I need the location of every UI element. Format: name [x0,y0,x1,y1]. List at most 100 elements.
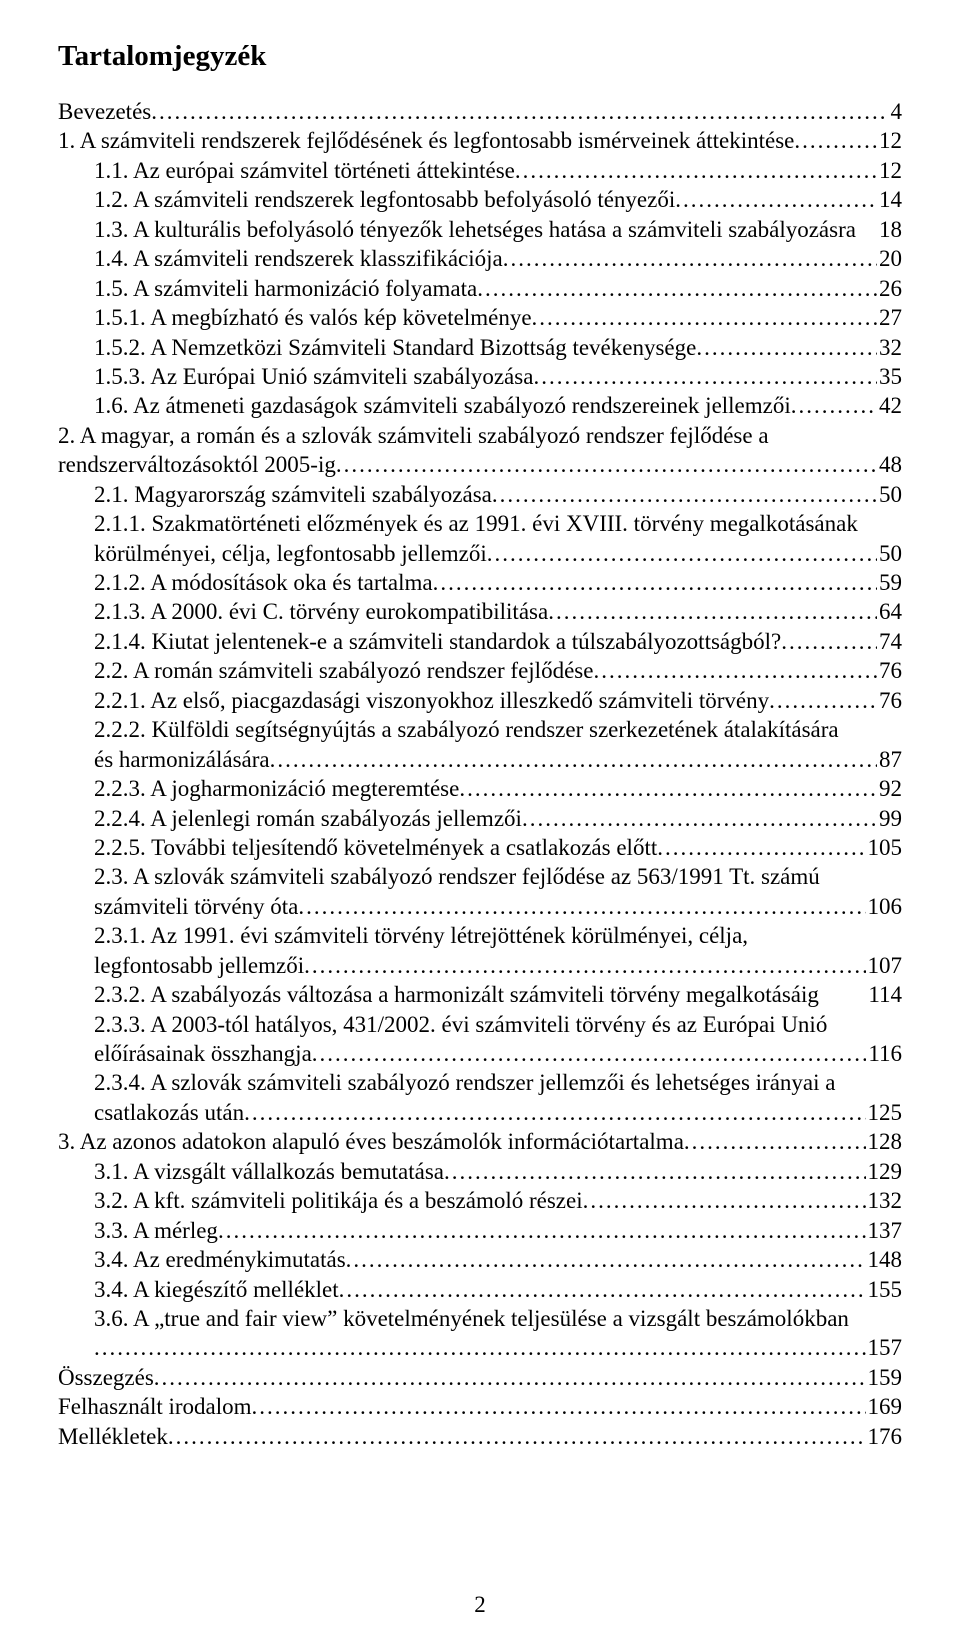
toc-entry: 2.3.2. A szabályozás változása a harmoni… [58,980,902,1009]
toc-entry-text: 2. A magyar, a román és a szlovák számvi… [58,421,902,450]
toc-leader-dots [503,244,877,273]
toc-entry-text: 2.1.3. A 2000. évi C. törvény eurokompat… [94,597,548,626]
toc-entry-page: 169 [866,1392,903,1421]
toc-entry-page: 128 [866,1127,903,1156]
toc-entry-text: Bevezetés [58,97,151,126]
toc-leader-dots [487,539,877,568]
toc-entry-page: 12 [877,156,902,185]
toc-entry-text: 2.3.1. Az 1991. évi számviteli törvény l… [94,921,902,950]
toc-leader-dots [304,951,865,980]
toc-entry-text: 2.3.4. A szlovák számviteli szabályozó r… [94,1068,902,1097]
toc-entry-page: 87 [877,745,902,774]
toc-entry-text: 3. Az azonos adatokon alapuló éves beszá… [58,1127,684,1156]
toc-entry-page: 59 [877,568,902,597]
toc-entry-page: 92 [877,774,902,803]
toc-title: Tartalomjegyzék [58,40,902,73]
toc-leader-dots [532,303,877,332]
toc-entry-page: 12 [877,126,902,155]
toc-entry: 2.1.2. A módosítások oka és tartalma59 [58,568,902,597]
toc-entry-page: 26 [877,274,902,303]
toc-entry-page: 42 [877,391,902,420]
toc-entry-text: 2.1. Magyarország számviteli szabályozás… [94,480,492,509]
toc-entry: 3.3. A mérleg 137 [58,1216,902,1245]
toc-entry: 2.1.4. Kiutat jelentenek-e a számviteli … [58,627,902,656]
toc-entry: 1.5.1. A megbízható és valós kép követel… [58,303,902,332]
toc-leader-dots [769,686,877,715]
toc-entry-tail: és harmonizálására [94,745,270,774]
toc-entry-text: 1.1. Az európai számvitel történeti átte… [94,156,515,185]
toc-entry: 3.1. A vizsgált vállalkozás bemutatása 12… [58,1157,902,1186]
toc-entry-page: 132 [866,1186,903,1215]
toc-entry-page: 157 [866,1333,903,1362]
toc-entry-page: 116 [866,1039,902,1068]
toc-entry-text: 1.5.1. A megbízható és valós kép követel… [94,303,532,332]
toc-leader-dots [791,391,877,420]
toc-entry-page: 20 [877,244,902,273]
toc-entry-page: 50 [877,539,902,568]
toc-entry-page: 35 [877,362,902,391]
toc-entry-page: 76 [877,686,902,715]
toc-entry-text: 2.3.3. A 2003-tól hatályos, 431/2002. év… [94,1010,902,1039]
toc-entry-text: 3.1. A vizsgált vállalkozás bemutatása [94,1157,444,1186]
toc-entry-page: 48 [877,450,902,479]
toc-entry: 3.4. Az eredménykimutatás148 [58,1245,902,1274]
toc-leader-dots [781,627,877,656]
toc-leader-dots [593,656,877,685]
toc-entry: 1.1. Az európai számvitel történeti átte… [58,156,902,185]
toc-entry-text: 2.3. A szlovák számviteli szabályozó ren… [94,862,902,891]
toc-entry-page: 76 [877,656,902,685]
toc-leader-dots [675,185,877,214]
toc-entry: Bevezetés4 [58,97,902,126]
toc-entry-text: 2.2.4. A jelenlegi román szabályozás jel… [94,804,522,833]
toc-leader-dots [298,892,865,921]
toc-entry: 1.5.3. Az Európai Unió számviteli szabál… [58,362,902,391]
toc-leader-dots [459,774,877,803]
toc-entry-text: 3.4. A kiegészítő melléklet [94,1275,339,1304]
toc-entry-tail: körülményei, célja, legfontosabb jellemz… [94,539,487,568]
toc-entry-tail: legfontosabb jellemzői [94,951,304,980]
toc-entry: 3.6. A „true and fair view” követelményé… [58,1304,902,1363]
toc-entry-text: Összegzés [58,1363,154,1392]
toc-entry-text: 2.2.3. A jogharmonizáció megteremtése [94,774,459,803]
toc-entry-text: 1. A számviteli rendszerek fejlődésének … [58,126,794,155]
toc-entry-page: 129 [866,1157,903,1186]
toc-entry: 1. A számviteli rendszerek fejlődésének … [58,126,902,155]
toc-entry: 1.3. A kulturális befolyásoló tényezők l… [58,215,902,244]
toc-entry-page: 18 [879,215,902,244]
toc-leader-dots [218,1216,866,1245]
toc-leader-dots [252,1392,866,1421]
toc-entry-text: 2.2.1. Az első, piacgazdasági viszonyokh… [94,686,769,715]
toc-leader-dots [336,450,877,479]
toc-entry: 3.4. A kiegészítő melléklet155 [58,1275,902,1304]
toc-leader-dots [244,1098,865,1127]
toc-entry-text: 2.3.2. A szabályozás változása a harmoni… [94,980,819,1009]
toc-entry-text: 1.5.2. A Nemzetközi Számviteli Standard … [94,333,696,362]
toc-entry: 1.2. A számviteli rendszerek legfontosab… [58,185,902,214]
toc-entry: 2.2.3. A jogharmonizáció megteremtése 92 [58,774,902,803]
toc-leader-dots [270,745,877,774]
toc-entry: 2.3.1. Az 1991. évi számviteli törvény l… [58,921,902,980]
toc-entry: 2.2.5. További teljesítendő követelménye… [58,833,902,862]
toc-leader-dots [477,274,877,303]
toc-entry-tail: csatlakozás után [94,1098,244,1127]
toc-entry-text: 2.1.4. Kiutat jelentenek-e a számviteli … [94,627,781,656]
toc-entry-text: 2.1.1. Szakmatörténeti előzmények és az … [94,509,902,538]
toc-entry: 2.2.2. Külföldi segítségnyújtás a szabál… [58,715,902,774]
toc-entry-text: 1.4. A számviteli rendszerek klasszifiká… [94,244,503,273]
toc-leader-dots [151,97,888,126]
toc-entry-text: Felhasznált irodalom [58,1392,252,1421]
toc-leader-dots [94,1333,866,1362]
toc-leader-dots [492,480,877,509]
toc-leader-dots [515,156,877,185]
toc-entry-page: 99 [877,804,902,833]
toc-entry-page: 137 [866,1216,903,1245]
toc-entry: 3.2. A kft. számviteli politikája és a b… [58,1186,902,1215]
toc-leader-dots [168,1422,866,1451]
toc-entry-text: 3.3. A mérleg [94,1216,218,1245]
toc-entry-page: 176 [866,1422,903,1451]
toc-entry: 2.3.4. A szlovák számviteli szabályozó r… [58,1068,902,1127]
toc-entry-text: 3.2. A kft. számviteli politikája és a b… [94,1186,583,1215]
toc-leader-dots [583,1186,866,1215]
toc-entry: 2.2. A román számviteli szabályozó rends… [58,656,902,685]
toc-entry-page: 105 [866,833,903,862]
